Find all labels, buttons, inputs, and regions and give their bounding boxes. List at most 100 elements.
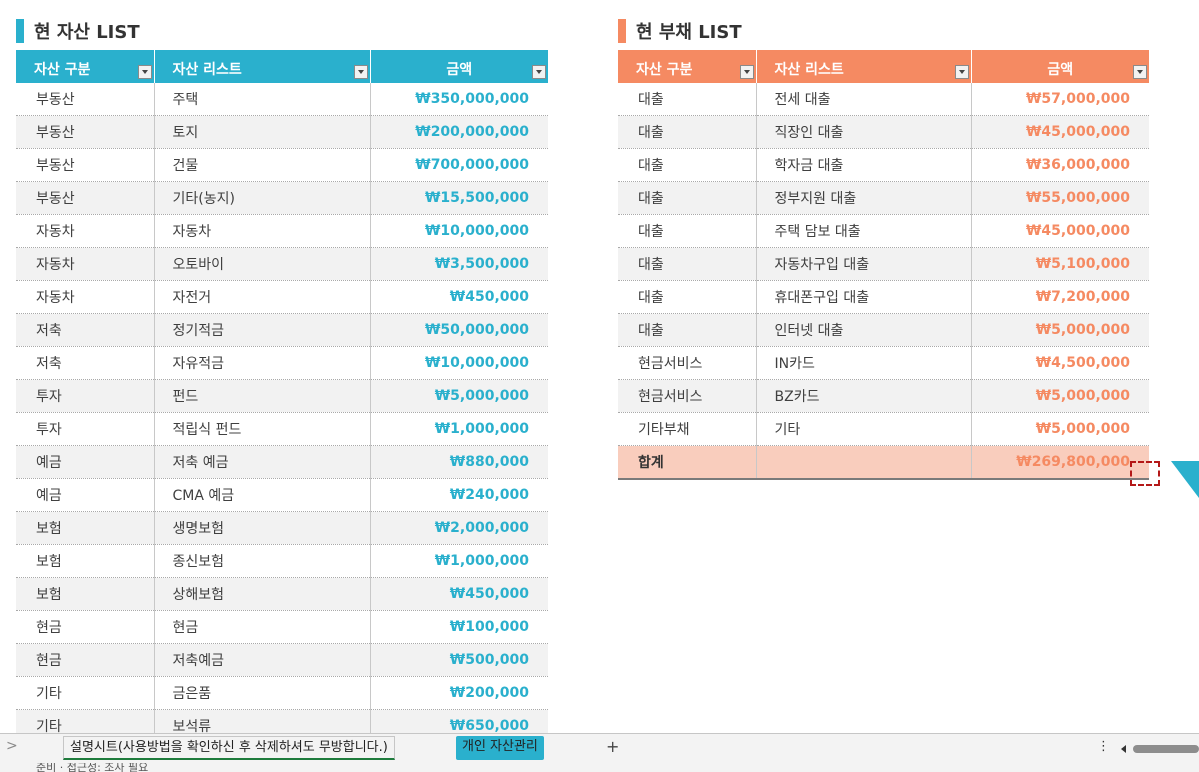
category-cell[interactable]: 예금 (16, 445, 154, 479)
selection-handle[interactable] (1130, 461, 1160, 486)
item-cell[interactable]: 자전거 (153, 280, 370, 314)
category-cell[interactable]: 대출 (618, 148, 756, 182)
item-cell[interactable]: 기타 (755, 412, 971, 446)
amount-cell[interactable]: ₩5,100,000 (970, 247, 1149, 281)
item-cell[interactable]: IN카드 (755, 346, 971, 380)
item-cell[interactable]: BZ카드 (755, 379, 971, 413)
item-cell[interactable]: 토지 (153, 115, 370, 149)
horizontal-scrollbar[interactable] (1133, 745, 1199, 753)
amount-cell[interactable]: ₩5,000,000 (970, 379, 1149, 413)
col-header-amount[interactable]: 금액 (369, 50, 548, 83)
amount-cell[interactable]: ₩700,000,000 (369, 148, 548, 182)
item-cell[interactable]: 주택 담보 대출 (755, 214, 971, 248)
amount-cell[interactable]: ₩350,000,000 (369, 83, 548, 116)
filter-dropdown-icon[interactable] (353, 65, 368, 79)
sheet-nav-arrow-icon[interactable]: > (6, 738, 18, 754)
item-cell[interactable]: 자동차구입 대출 (755, 247, 971, 281)
amount-cell[interactable]: ₩5,000,000 (970, 313, 1149, 347)
amount-cell[interactable]: ₩100,000 (369, 610, 548, 644)
category-cell[interactable]: 저축 (16, 346, 154, 380)
amount-cell[interactable]: ₩1,000,000 (369, 412, 548, 446)
amount-cell[interactable]: ₩4,500,000 (970, 346, 1149, 380)
category-cell[interactable]: 투자 (16, 379, 154, 413)
amount-cell[interactable]: ₩450,000 (369, 577, 548, 611)
category-cell[interactable]: 대출 (618, 247, 756, 281)
col-header-amount[interactable]: 금액 (970, 50, 1149, 83)
amount-cell[interactable]: ₩36,000,000 (970, 148, 1149, 182)
category-cell[interactable]: 현금 (16, 610, 154, 644)
category-cell[interactable]: 투자 (16, 412, 154, 446)
total-amount[interactable]: ₩269,800,000 (970, 445, 1149, 480)
item-cell[interactable]: 자동차 (153, 214, 370, 248)
item-cell[interactable]: 적립식 펀드 (153, 412, 370, 446)
category-cell[interactable]: 자동차 (16, 280, 154, 314)
item-cell[interactable]: 휴대폰구입 대출 (755, 280, 971, 314)
amount-cell[interactable]: ₩1,000,000 (369, 544, 548, 578)
total-label[interactable]: 합계 (618, 445, 756, 480)
category-cell[interactable]: 대출 (618, 214, 756, 248)
item-cell[interactable]: 정기적금 (153, 313, 370, 347)
col-header-item[interactable]: 자산 리스트 (153, 50, 370, 83)
item-cell[interactable]: 자유적금 (153, 346, 370, 380)
item-cell[interactable]: 종신보험 (153, 544, 370, 578)
amount-cell[interactable]: ₩10,000,000 (369, 346, 548, 380)
category-cell[interactable]: 대출 (618, 313, 756, 347)
item-cell[interactable]: 오토바이 (153, 247, 370, 281)
filter-dropdown-icon[interactable] (532, 65, 546, 79)
col-header-category[interactable]: 자산 구분 (618, 50, 756, 83)
sheet-tab-guide[interactable]: 설명시트(사용방법을 확인하신 후 삭제하셔도 무방합니다.) (63, 736, 395, 760)
amount-cell[interactable]: ₩880,000 (369, 445, 548, 479)
filter-dropdown-icon[interactable] (739, 65, 754, 79)
add-sheet-button[interactable]: + (606, 737, 620, 756)
item-cell[interactable]: 기타(농지) (153, 181, 370, 215)
category-cell[interactable]: 대출 (618, 83, 756, 116)
filter-dropdown-icon[interactable] (1133, 65, 1147, 79)
col-header-category[interactable]: 자산 구분 (16, 50, 154, 83)
amount-cell[interactable]: ₩7,200,000 (970, 280, 1149, 314)
amount-cell[interactable]: ₩50,000,000 (369, 313, 548, 347)
more-options-icon[interactable]: ⋮ (1097, 739, 1110, 754)
item-cell[interactable]: 상해보험 (153, 577, 370, 611)
amount-cell[interactable]: ₩200,000 (369, 676, 548, 710)
item-cell[interactable]: 펀드 (153, 379, 370, 413)
amount-cell[interactable]: ₩3,500,000 (369, 247, 548, 281)
amount-cell[interactable]: ₩10,000,000 (369, 214, 548, 248)
amount-cell[interactable]: ₩5,000,000 (369, 379, 548, 413)
item-cell[interactable]: 현금 (153, 610, 370, 644)
category-cell[interactable]: 현금서비스 (618, 346, 756, 380)
category-cell[interactable]: 기타부채 (618, 412, 756, 446)
category-cell[interactable]: 대출 (618, 280, 756, 314)
amount-cell[interactable]: ₩57,000,000 (970, 83, 1149, 116)
category-cell[interactable]: 기타 (16, 676, 154, 710)
item-cell[interactable]: 건물 (153, 148, 370, 182)
amount-cell[interactable]: ₩450,000 (369, 280, 548, 314)
category-cell[interactable]: 부동산 (16, 83, 154, 116)
amount-cell[interactable]: ₩55,000,000 (970, 181, 1149, 215)
category-cell[interactable]: 보험 (16, 577, 154, 611)
amount-cell[interactable]: ₩2,000,000 (369, 511, 548, 545)
item-cell[interactable]: 전세 대출 (755, 83, 971, 116)
item-cell[interactable]: 금은품 (153, 676, 370, 710)
category-cell[interactable]: 예금 (16, 478, 154, 512)
item-cell[interactable]: 인터넷 대출 (755, 313, 971, 347)
category-cell[interactable]: 부동산 (16, 115, 154, 149)
amount-cell[interactable]: ₩15,500,000 (369, 181, 548, 215)
amount-cell[interactable]: ₩500,000 (369, 643, 548, 677)
category-cell[interactable]: 보험 (16, 511, 154, 545)
item-cell[interactable]: 저축예금 (153, 643, 370, 677)
col-header-item[interactable]: 자산 리스트 (755, 50, 971, 83)
category-cell[interactable]: 자동차 (16, 214, 154, 248)
amount-cell[interactable]: ₩45,000,000 (970, 115, 1149, 149)
amount-cell[interactable]: ₩5,000,000 (970, 412, 1149, 446)
category-cell[interactable]: 부동산 (16, 148, 154, 182)
item-cell[interactable]: 학자금 대출 (755, 148, 971, 182)
item-cell[interactable]: 저축 예금 (153, 445, 370, 479)
item-cell[interactable]: 정부지원 대출 (755, 181, 971, 215)
filter-dropdown-icon[interactable] (954, 65, 969, 79)
filter-dropdown-icon[interactable] (137, 65, 152, 79)
scroll-left-icon[interactable] (1121, 745, 1126, 753)
item-cell[interactable]: CMA 예금 (153, 478, 370, 512)
item-cell[interactable]: 직장인 대출 (755, 115, 971, 149)
category-cell[interactable]: 현금 (16, 643, 154, 677)
item-cell[interactable]: 생명보험 (153, 511, 370, 545)
